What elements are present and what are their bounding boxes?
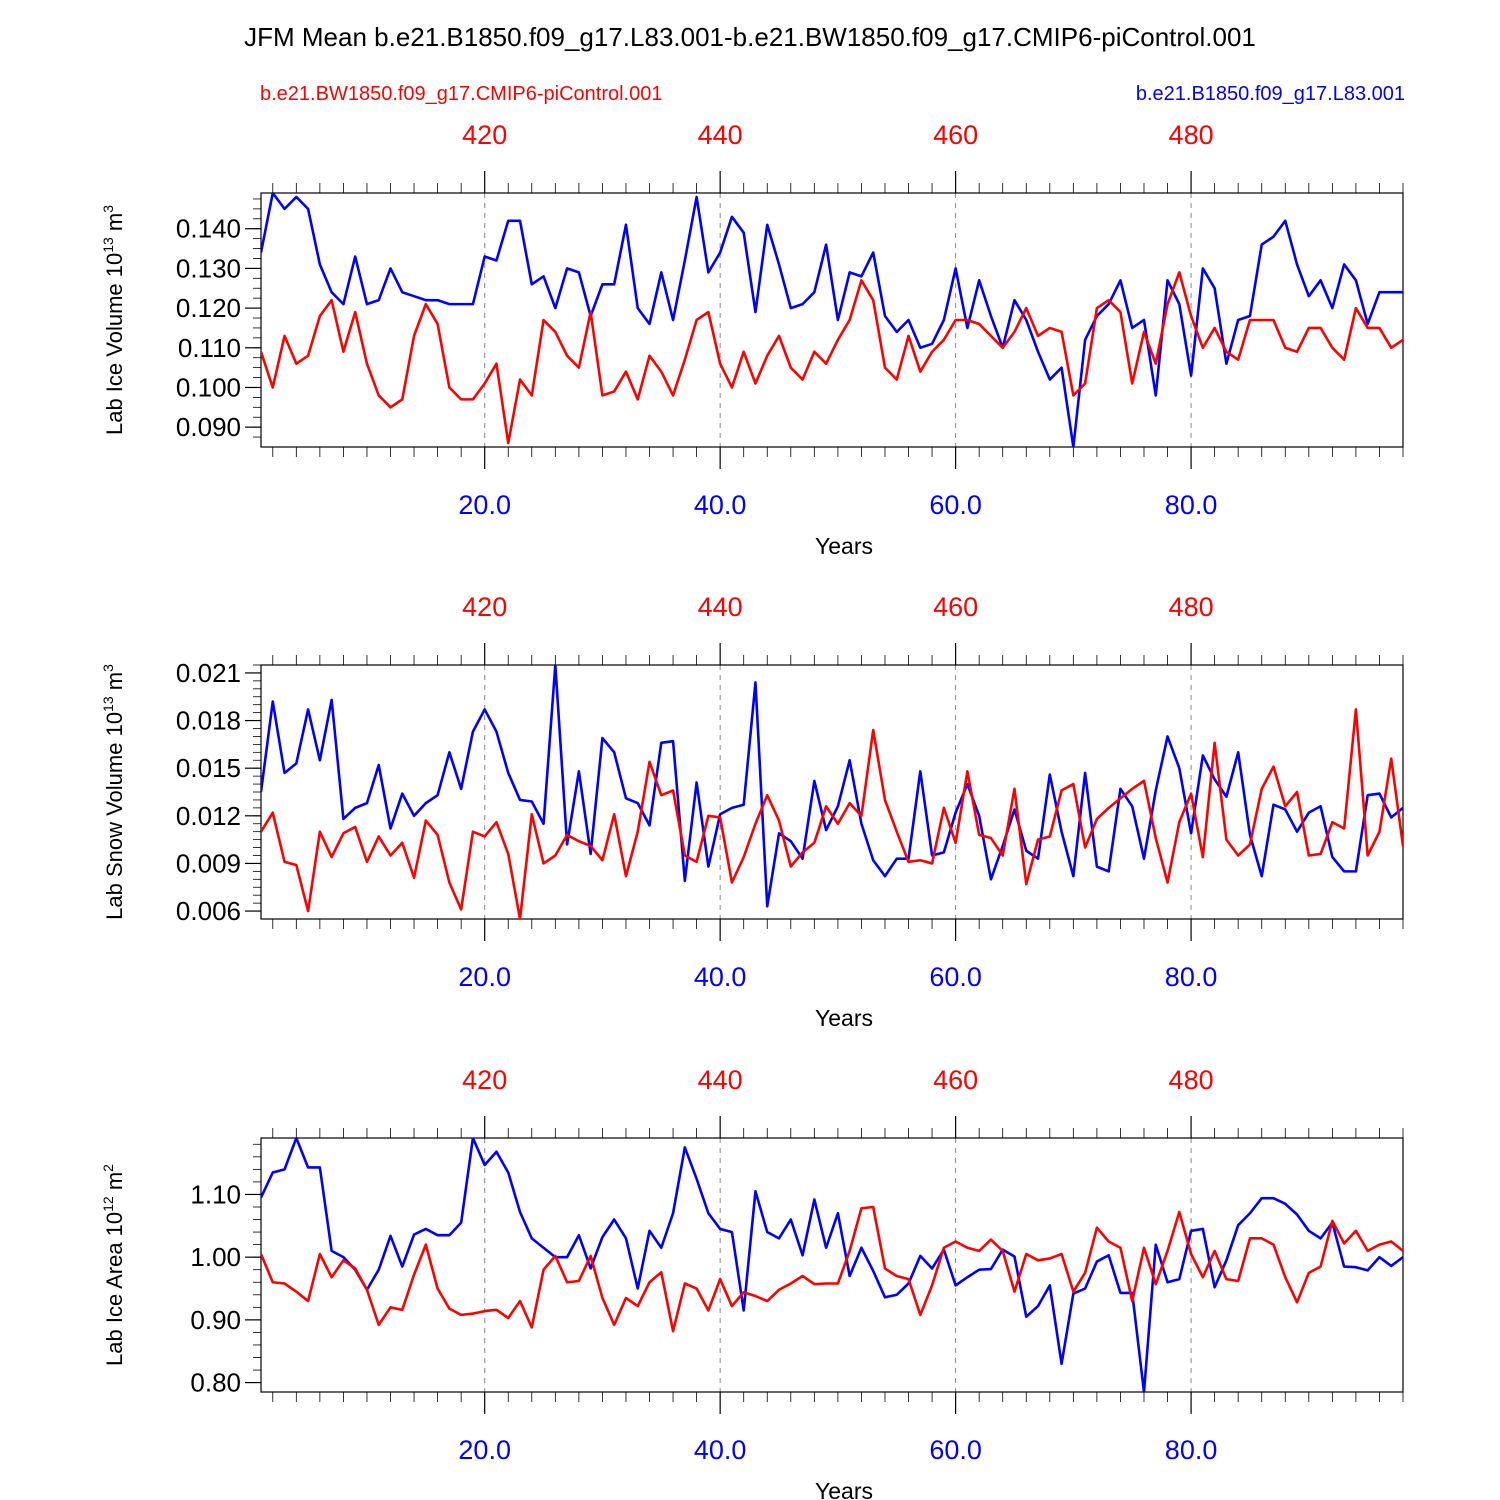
p1-y-tick-label: 0.009	[176, 848, 241, 878]
panel-ice-area: 0.80 0.90 1.00 1.10 20.0 40.0 60.0 80.0 420 440 46…	[100, 1065, 1404, 1500]
p1-y-axis-label: Lab Snow Volume 1013 m3	[100, 664, 127, 920]
panel-ice-volume: 0.090 0.100 0.110 0.120 0.130 0.140 20.0 40.0 60…	[100, 120, 1404, 559]
p2-y-tick-label: 0.90	[190, 1305, 241, 1335]
p1-y-tick-label: 0.012	[176, 801, 241, 831]
p1-x-tick-label-bottom: 20.0	[458, 962, 511, 992]
p0-y-tick-label: 0.130	[176, 253, 241, 283]
p1-x-tick-label-top: 460	[933, 592, 978, 622]
p0-y-tick-label: 0.120	[176, 293, 241, 323]
p1-x-tick-label-bottom: 40.0	[694, 962, 747, 992]
p0-x-axis-label: Years	[815, 533, 873, 559]
p1-x-tick-label-bottom: 60.0	[929, 962, 982, 992]
p2-x-tick-label-bottom: 40.0	[694, 1435, 747, 1465]
p2-x-tick-label-top: 420	[462, 1065, 507, 1095]
p0-series-line-b1850-l83	[261, 193, 1403, 447]
p0-x-tick-label-bottom: 80.0	[1165, 490, 1218, 520]
p2-y-axis-label: Lab Ice Area 1012 m2	[100, 1164, 127, 1366]
p1-x-tick-label-top: 440	[698, 592, 743, 622]
p1-series-line-b1850-l83	[261, 665, 1403, 908]
legend-right: b.e21.B1850.f09_g17.L83.001	[1136, 83, 1405, 105]
p2-series-line-b1850-l83	[261, 1138, 1403, 1392]
p0-plot-frame	[260, 192, 1404, 448]
p2-x-tick-label-bottom: 80.0	[1165, 1435, 1218, 1465]
p0-x-tick-label-bottom: 20.0	[458, 490, 511, 520]
p2-x-tick-label-bottom: 20.0	[458, 1435, 511, 1465]
p0-y-tick-label: 0.140	[176, 214, 241, 244]
p1-y-tick-label: 0.015	[176, 753, 241, 783]
p1-x-tick-label-top: 480	[1169, 592, 1214, 622]
p0-y-tick-label: 0.100	[176, 372, 241, 402]
p2-x-axis-label: Years	[815, 1478, 873, 1500]
p2-y-tick-label: 0.80	[190, 1368, 241, 1398]
p1-x-tick-label-top: 420	[462, 592, 507, 622]
p0-x-tick-label-top: 420	[462, 120, 507, 150]
p2-plot-frame	[260, 1137, 1404, 1393]
p1-y-tick-label: 0.018	[176, 706, 241, 736]
p2-x-tick-label-top: 460	[933, 1065, 978, 1095]
p1-plot-frame	[260, 664, 1404, 920]
p2-series-line-bw1850-picontrol	[261, 1205, 1403, 1333]
p1-y-tick-label: 0.006	[176, 896, 241, 926]
p1-x-axis-label: Years	[815, 1005, 873, 1031]
panel-snow-volume: 0.006 0.009 0.012 0.015 0.018 0.021 20.0 40.0 60…	[100, 592, 1404, 1031]
p2-x-tick-label-top: 480	[1169, 1065, 1214, 1095]
p2-y-tick-label: 1.10	[190, 1179, 241, 1209]
p1-series-line-bw1850-picontrol	[261, 708, 1403, 919]
p0-x-tick-label-bottom: 60.0	[929, 490, 982, 520]
p1-x-tick-label-bottom: 80.0	[1165, 962, 1218, 992]
legend-left: b.e21.BW1850.f09_g17.CMIP6-piControl.001	[260, 83, 662, 105]
p0-y-tick-label: 0.090	[176, 412, 241, 442]
figure-title: JFM Mean b.e21.B1850.f09_g17.L83.001-b.e…	[244, 22, 1256, 52]
p0-y-axis-label: Lab Ice Volume 1013 m3	[100, 205, 127, 435]
p0-x-tick-label-bottom: 40.0	[694, 490, 747, 520]
p0-x-tick-label-top: 480	[1169, 120, 1214, 150]
p2-y-tick-label: 1.00	[190, 1242, 241, 1272]
p0-series-line-bw1850-picontrol	[261, 271, 1403, 445]
p2-x-tick-label-top: 440	[698, 1065, 743, 1095]
p0-x-tick-label-top: 460	[933, 120, 978, 150]
p2-x-tick-label-bottom: 60.0	[929, 1435, 982, 1465]
p0-y-tick-label: 0.110	[178, 333, 241, 363]
p0-x-tick-label-top: 440	[698, 120, 743, 150]
p1-y-tick-label: 0.021	[176, 658, 241, 688]
